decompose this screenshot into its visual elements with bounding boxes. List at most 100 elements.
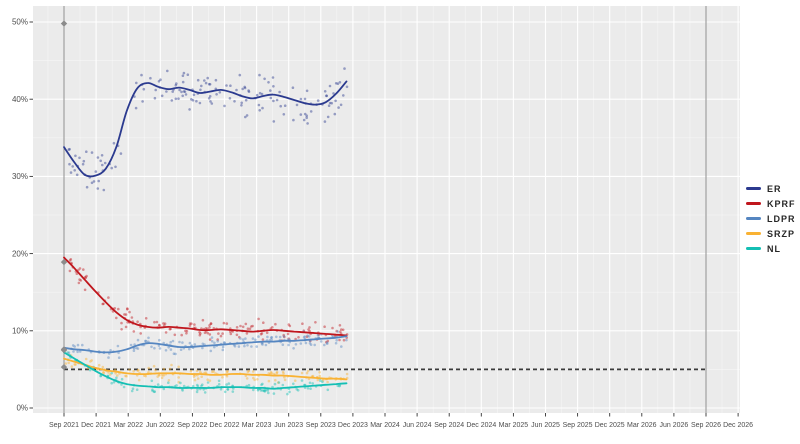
scatter-point-ER [203, 79, 206, 82]
scatter-point-NL [223, 390, 227, 394]
scatter-point-NL [256, 388, 260, 392]
scatter-point-SRZP [275, 371, 279, 375]
scatter-point-SRZP [147, 370, 150, 374]
scatter-point-KPRF [126, 307, 129, 310]
scatter-point-NL [120, 383, 123, 386]
scatter-point-SRZP [128, 368, 131, 372]
scatter-point-SRZP [311, 374, 315, 378]
scatter-point-NL [115, 376, 118, 380]
scatter-point-ER [218, 91, 222, 94]
scatter-point-SRZP [267, 379, 271, 383]
scatter-point-ER [228, 97, 232, 100]
scatter-point-SRZP [245, 377, 249, 380]
scatter-point-LDPR [334, 341, 338, 345]
scatter-point-LDPR [302, 336, 306, 339]
scatter-point-SRZP [192, 375, 196, 378]
scatter-point-NL [260, 383, 263, 387]
x-tick-label: Jun 2023 [274, 422, 303, 429]
scatter-point-KPRF [235, 326, 239, 329]
scatter-point-NL [267, 391, 270, 395]
scatter-point-ER [190, 98, 193, 101]
scatter-point-KPRF [342, 338, 346, 342]
scatter-point-NL [300, 379, 304, 382]
scatter-point-KPRF [190, 322, 193, 326]
scatter-point-LDPR [221, 348, 225, 352]
scatter-point-SRZP [167, 379, 171, 382]
x-tick-label: Dec 2022 [210, 422, 240, 429]
scatter-point-NL [217, 379, 221, 383]
scatter-point-LDPR [278, 335, 282, 339]
scatter-point-ER [328, 84, 332, 88]
scatter-point-SRZP [97, 363, 101, 367]
scatter-point-NL [338, 384, 341, 388]
scatter-point-LDPR [270, 336, 274, 339]
x-tick-label: Dec 2021 [81, 422, 111, 429]
scatter-point-NL [112, 380, 116, 384]
scatter-point-KPRF [262, 321, 265, 325]
scatter-point-LDPR [150, 345, 153, 349]
scatter-point-LDPR [336, 330, 340, 333]
scatter-point-SRZP [316, 378, 320, 382]
scatter-point-SRZP [276, 381, 280, 384]
scatter-point-ER [181, 74, 185, 77]
scatter-point-ER [119, 152, 123, 155]
scatter-point-KPRF [271, 326, 274, 329]
legend-key-line-er [746, 187, 761, 190]
scatter-point-KPRF [308, 326, 311, 329]
scatter-point-KPRF [338, 324, 342, 327]
scatter-point-ER [240, 101, 243, 105]
scatter-point-ER [209, 100, 212, 103]
scatter-point-SRZP [200, 375, 203, 379]
scatter-point-LDPR [201, 342, 205, 346]
scatter-point-ER [200, 84, 203, 88]
scatter-point-LDPR [254, 338, 257, 342]
y-tick-label: 0% [16, 404, 28, 413]
scatter-point-NL [263, 390, 267, 393]
scatter-point-ER [85, 150, 88, 153]
scatter-point-KPRF [84, 276, 87, 280]
scatter-point-KPRF [193, 323, 196, 326]
scatter-point-ER [223, 104, 226, 108]
scatter-point-KPRF [198, 331, 201, 334]
scatter-point-ER [240, 104, 243, 107]
legend-label-nl: NL [767, 243, 781, 254]
scatter-point-ER [299, 97, 303, 101]
scatter-point-SRZP [137, 368, 140, 372]
trend-line-NL [63, 351, 348, 390]
scatter-point-SRZP [168, 367, 172, 371]
scatter-point-NL [181, 389, 184, 392]
legend-item-nl: NL [746, 241, 796, 256]
scatter-point-ER [204, 81, 208, 85]
scatter-point-KPRF [305, 335, 309, 339]
scatter-point-LDPR [188, 341, 192, 345]
x-tick-label: Jun 2024 [403, 422, 432, 429]
scatter-point-KPRF [158, 323, 161, 327]
scatter-point-ER [214, 78, 218, 82]
scatter-point-SRZP [162, 367, 166, 371]
legend-item-er: ER [746, 181, 796, 196]
scatter-point-KPRF [124, 325, 128, 329]
scatter-point-SRZP [154, 368, 157, 372]
scatter-point-ER [243, 86, 247, 90]
scatter-point-ER [233, 100, 236, 103]
scatter-point-ER [182, 71, 186, 75]
scatter-point-ER [195, 99, 198, 103]
scatter-point-NL [261, 389, 264, 392]
scatter-point-ER [74, 154, 77, 158]
scatter-point-SRZP [70, 365, 74, 368]
scatter-point-LDPR [135, 346, 138, 350]
scatter-point-ER [271, 76, 275, 79]
scatter-point-LDPR [223, 341, 226, 345]
scatter-point-NL [309, 387, 312, 391]
scatter-point-ER [160, 94, 164, 98]
scatter-point-ER [305, 116, 309, 120]
scatter-point-SRZP [246, 370, 250, 374]
scatter-point-KPRF [107, 296, 110, 299]
scatter-point-LDPR [164, 349, 168, 352]
scatter-point-KPRF [113, 307, 117, 310]
scatter-point-SRZP [305, 371, 309, 375]
scatter-point-ER [112, 141, 116, 145]
scatter-point-SRZP [247, 369, 251, 373]
legend-key-line-nl [746, 247, 761, 250]
scatter-point-ER [332, 92, 335, 95]
